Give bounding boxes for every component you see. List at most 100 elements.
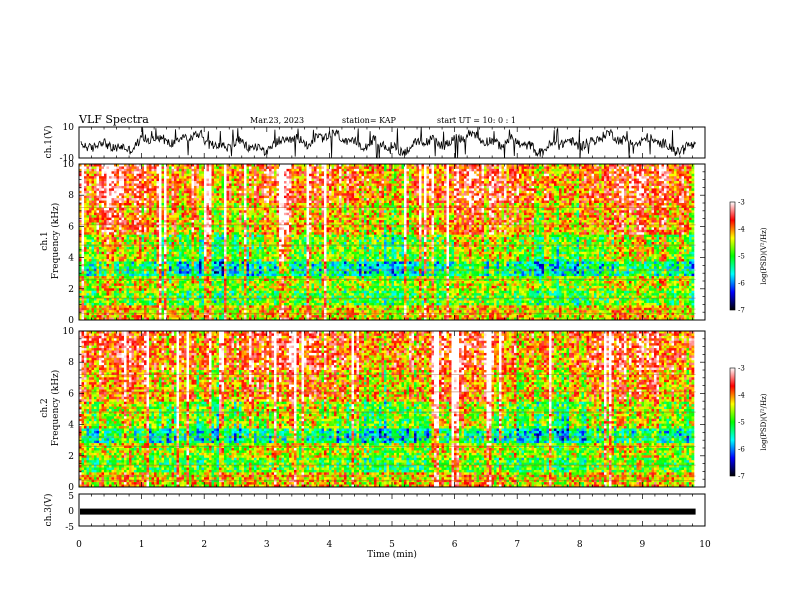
spectrogram-cell — [432, 193, 435, 196]
spectrogram-cell — [207, 171, 210, 174]
spectrogram-cell — [599, 196, 602, 199]
spectrogram-cell — [564, 188, 567, 191]
spectrogram-cell — [644, 174, 647, 177]
spectrogram-cell — [489, 191, 492, 194]
spectrogram-cell — [347, 186, 350, 189]
spectrogram-cell — [359, 184, 362, 187]
spectrogram-cell — [142, 198, 145, 201]
spectrogram-cell — [197, 169, 200, 172]
spectrogram-cell — [507, 186, 510, 189]
spectrogram-cell — [192, 166, 195, 169]
spectrogram-cell — [582, 196, 585, 199]
spectrogram-cell — [337, 184, 340, 187]
spectrogram-cell — [317, 176, 320, 179]
spectrogram-cell — [209, 179, 212, 182]
spectrogram-cell — [632, 181, 635, 184]
spectrogram-cell — [319, 169, 322, 172]
spectrogram-cell — [672, 171, 675, 174]
spectrogram-cell — [187, 166, 190, 169]
spectrogram-cell — [222, 193, 225, 196]
spectrogram-cell — [262, 191, 265, 194]
spectrogram-cell — [99, 184, 102, 187]
spectrogram-cell — [357, 184, 360, 187]
spectrogram-cell — [177, 166, 180, 169]
spectrogram-cell — [382, 196, 385, 199]
spectrogram-cell — [484, 171, 487, 174]
spectrogram-cell — [467, 193, 470, 196]
spectrogram-cell — [562, 179, 565, 182]
spectrogram-cell — [104, 186, 107, 189]
spectrogram-cell — [617, 184, 620, 187]
spectrogram-cell — [582, 181, 585, 184]
spectrogram-cell — [417, 193, 420, 196]
spectrogram-cell — [234, 184, 237, 187]
spectrogram-cell — [312, 184, 315, 187]
spectrogram-cell — [257, 186, 260, 189]
spectrogram-cell — [427, 184, 430, 187]
spectrogram-cell — [267, 174, 270, 177]
spectrogram-cell — [544, 184, 547, 187]
spectrogram-cell — [172, 198, 175, 201]
spectrogram-cell — [179, 169, 182, 172]
spectrogram-cell — [424, 166, 427, 169]
spectrogram-cell — [659, 184, 662, 187]
spectrogram-cell — [449, 184, 452, 187]
spectrogram-cell — [252, 184, 255, 187]
spectrogram-cell — [224, 166, 227, 169]
spectrogram-cell — [557, 181, 560, 184]
spectrogram-cell — [679, 166, 682, 169]
spectrogram-cell — [259, 166, 262, 169]
spectrogram-cell — [649, 179, 652, 182]
spectrogram-cell — [662, 179, 665, 182]
spectrogram-cell — [467, 196, 470, 199]
spectrogram-cell — [627, 166, 630, 169]
spectrogram-cell — [434, 176, 437, 179]
spectrogram-cell — [367, 166, 370, 169]
spectrogram-cell — [664, 186, 667, 189]
spectrogram-cell — [349, 169, 352, 172]
spectrogram-cell — [287, 181, 290, 184]
spectrogram-cell — [107, 174, 110, 177]
spectrogram-cell — [522, 186, 525, 189]
ch1-spectrogram-heatmap — [79, 164, 696, 320]
spectrogram-cell — [299, 188, 302, 191]
spectrogram-cell — [179, 181, 182, 184]
spectrogram-cell — [214, 166, 217, 169]
spectrogram-cell — [534, 181, 537, 184]
spectrogram-cell — [314, 196, 317, 199]
spectrogram-cell — [342, 186, 345, 189]
spectrogram-cell — [552, 193, 555, 196]
spectrogram-cell — [659, 169, 662, 172]
spectrogram-cell — [212, 196, 215, 199]
spectrogram-cell — [662, 176, 665, 179]
spectrogram-cell — [424, 174, 427, 177]
spectrogram-cell — [554, 171, 557, 174]
spectrogram-cell — [677, 191, 680, 194]
spectrogram-cell — [547, 184, 550, 187]
ch1-waveform-trace — [81, 127, 696, 158]
spectrogram-cell — [97, 193, 100, 196]
spectrogram-cell — [337, 191, 340, 194]
spectrogram-cell — [419, 188, 422, 191]
spectrogram-cell — [272, 188, 275, 191]
spectrogram-cell — [119, 193, 122, 196]
spectrogram-cell — [274, 184, 277, 187]
spectrogram-cell — [207, 174, 210, 177]
spectrogram-cell — [679, 196, 682, 199]
spectrogram-cell — [277, 181, 280, 184]
spectrogram-cell — [674, 166, 677, 169]
spectrogram-cell — [604, 171, 607, 174]
spectrogram-cell — [657, 166, 660, 169]
spectrogram-cell — [557, 188, 560, 191]
spectrogram-cell — [654, 184, 657, 187]
spectrogram-cell — [439, 196, 442, 199]
spectrogram-cell — [374, 176, 377, 179]
spectrogram-cell — [487, 171, 490, 174]
spectrogram-cell — [437, 188, 440, 191]
spectrogram-cell — [322, 186, 325, 189]
spectrogram-cell — [289, 191, 292, 194]
spectrogram-cell — [239, 196, 242, 199]
spectrogram-cell — [634, 176, 637, 179]
spectrogram-cell — [459, 176, 462, 179]
spectrogram-cell — [407, 176, 410, 179]
